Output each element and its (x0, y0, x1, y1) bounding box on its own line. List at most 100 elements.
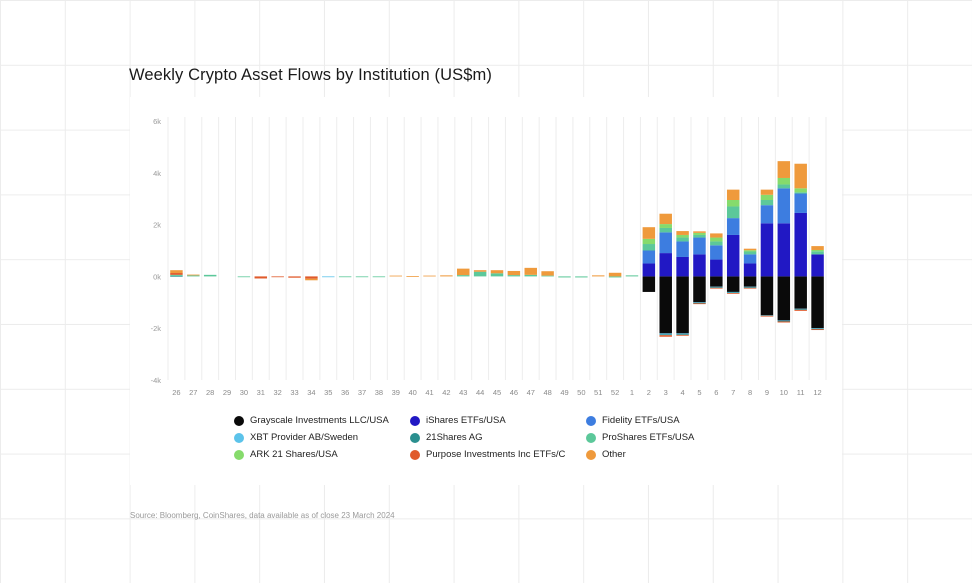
bar-segment (760, 205, 774, 224)
bar-segment (541, 271, 554, 276)
bar-segment (710, 259, 723, 277)
x-tick-label: 43 (459, 388, 467, 397)
bar-segment (693, 231, 706, 233)
legend-label: Grayscale Investments LLC/USA (250, 415, 389, 426)
source-note: Source: Bloomberg, CoinShares, data avai… (130, 511, 395, 520)
x-tick-label: 1 (630, 388, 634, 397)
bar-segment (203, 274, 217, 277)
bar-segment (794, 309, 807, 311)
bar-segment (254, 276, 268, 279)
bar-segment (322, 276, 335, 278)
bar-segment (676, 237, 689, 242)
bar-segment (794, 192, 807, 194)
bar-segment (625, 275, 639, 277)
bar-segment (726, 292, 740, 294)
chart-card (130, 97, 842, 485)
bar-segment (288, 276, 301, 278)
bar-segment (676, 334, 689, 335)
bar-segment (187, 275, 200, 277)
bar-segment (507, 275, 521, 277)
bar-segment (743, 250, 757, 252)
legend-swatch (586, 415, 596, 426)
bar-segment (490, 270, 504, 274)
x-tick-label: 31 (257, 388, 265, 397)
bar-segment (693, 302, 706, 304)
x-tick-label: 30 (240, 388, 248, 397)
bar-segment (777, 184, 791, 189)
bar-segment (726, 189, 740, 200)
bar-segment (794, 188, 807, 193)
legend-item: XBT Provider AB/Sweden (234, 432, 358, 443)
bar-segment (659, 276, 672, 334)
bar-segment (642, 244, 656, 251)
bar-segment (170, 275, 183, 277)
bar-segment (777, 188, 791, 224)
bar-segment (760, 199, 774, 206)
legend-item: ProShares ETFs/USA (586, 432, 694, 443)
bar-segment (305, 278, 318, 281)
x-tick-label: 12 (813, 388, 821, 397)
bar-segment (811, 329, 824, 331)
bar-segment (608, 272, 622, 277)
legend-label: Fidelity ETFs/USA (602, 415, 680, 426)
legend-swatch (234, 449, 244, 460)
legend-label: iShares ETFs/USA (426, 415, 506, 426)
x-tick-label: 49 (560, 388, 568, 397)
x-tick-label: 35 (324, 388, 332, 397)
legend-item: Purpose Investments Inc ETFs/C (410, 449, 565, 460)
bar-segment (794, 309, 807, 311)
bar-segment (423, 275, 436, 277)
x-tick-label: 4 (681, 388, 685, 397)
bar-segment (743, 286, 757, 288)
bar-segment (693, 232, 706, 235)
legend-item: Other (586, 449, 626, 460)
x-tick-label: 8 (748, 388, 752, 397)
bar-segment (457, 275, 470, 277)
bar-segment (710, 287, 723, 289)
bar-segment (558, 276, 571, 278)
bar-segment (693, 303, 706, 305)
bar-segment (794, 212, 807, 277)
x-tick-label: 11 (797, 388, 805, 397)
bar-segment (440, 275, 453, 277)
bar-segment (794, 308, 807, 310)
bar-segment (490, 273, 504, 277)
legend-label: ARK 21 Shares/USA (250, 449, 338, 460)
bar-segment (760, 194, 774, 200)
bar-segment (676, 231, 689, 235)
x-tick-label: 5 (697, 388, 701, 397)
x-tick-label: 51 (594, 388, 602, 397)
bar-segment (710, 245, 723, 260)
bar-segment (811, 276, 824, 329)
bar-segment (777, 321, 791, 323)
bar-segment (642, 238, 656, 245)
y-tick-label: 2k (153, 221, 161, 230)
bar-segment (726, 291, 740, 293)
x-tick-label: 7 (731, 388, 735, 397)
legend-item: iShares ETFs/USA (410, 415, 506, 426)
bar-segment (524, 274, 537, 277)
bar-segment (760, 189, 774, 195)
bar-segment (743, 254, 757, 264)
bar-segment (811, 251, 824, 255)
bar-segment (642, 276, 656, 292)
legend-swatch (586, 432, 596, 443)
bar-segment (693, 276, 706, 303)
bar-segment (659, 224, 672, 228)
bar-segment (726, 199, 740, 207)
bar-segment (743, 263, 757, 277)
bar-segment (271, 276, 284, 278)
bar-segment (372, 276, 386, 278)
bar-segment (777, 177, 791, 185)
x-tick-label: 45 (493, 388, 501, 397)
bar-segment (473, 270, 487, 272)
legend-label: 21Shares AG (426, 432, 483, 443)
bar-segment (676, 334, 689, 336)
bar-segment (743, 248, 757, 251)
bar-segment (676, 241, 689, 257)
legend-item: 21Shares AG (410, 432, 483, 443)
legend-swatch (234, 415, 244, 426)
bar-segment (170, 274, 183, 276)
x-tick-label: 38 (375, 388, 383, 397)
legend-swatch (410, 449, 420, 460)
